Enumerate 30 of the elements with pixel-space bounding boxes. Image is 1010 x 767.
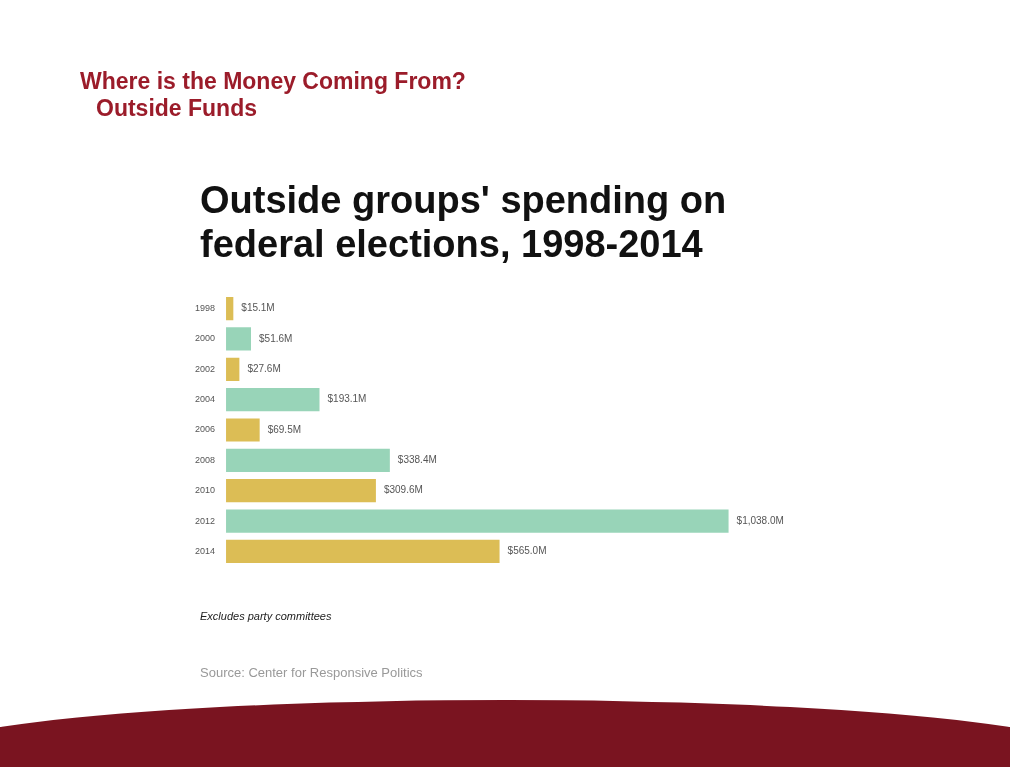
- bar: [226, 327, 251, 351]
- y-tick-label: 2008: [194, 454, 216, 465]
- y-tick-label: 2010: [194, 485, 216, 496]
- y-tick-label: 2004: [194, 394, 216, 405]
- data-label: $338.4M: [397, 454, 437, 466]
- data-label: $193.1M: [327, 393, 367, 405]
- y-tick-label: 2000: [194, 333, 216, 344]
- y-tick-label: 2006: [194, 424, 216, 435]
- bar: [226, 539, 500, 564]
- data-label: $1,038.0M: [736, 514, 784, 526]
- data-label: $15.1M: [241, 302, 275, 314]
- bar: [226, 509, 729, 533]
- source-note: Source: Center for Responsive Politics: [200, 665, 423, 680]
- data-label: $309.6M: [383, 484, 423, 496]
- bar: [226, 448, 390, 472]
- y-tick-label: 2002: [194, 363, 216, 374]
- data-label: $51.6M: [259, 332, 293, 344]
- data-label: $69.5M: [267, 423, 302, 435]
- text: Outside Funds: [96, 95, 258, 122]
- y-tick-label: 2014: [194, 545, 216, 556]
- text: Where is the Money Coming From?: [80, 68, 466, 95]
- data-label: $565.0M: [507, 545, 547, 557]
- chart-title: Outside groups' spending on federal elections, 1998-2014: [200, 178, 728, 266]
- text: Excludes party committees: [200, 610, 332, 622]
- bar: [226, 388, 320, 412]
- data-label: $27.6M: [247, 363, 281, 375]
- bar: [226, 418, 260, 442]
- bar: [226, 479, 376, 503]
- y-tick-label: 2012: [194, 515, 216, 526]
- y-tick-label: 1998: [194, 303, 216, 314]
